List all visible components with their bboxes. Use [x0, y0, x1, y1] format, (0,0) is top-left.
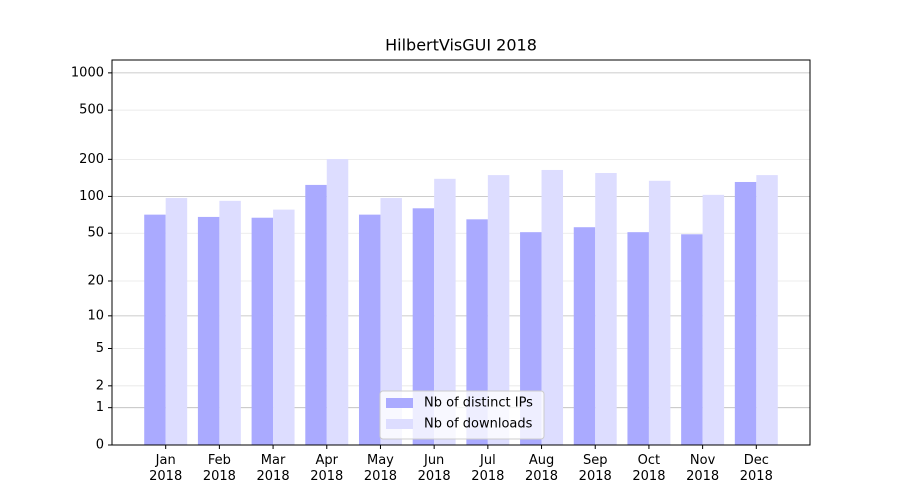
bar [273, 209, 295, 445]
bar [487, 175, 510, 445]
bar [305, 184, 327, 445]
x-tick-label: May 2018 [363, 453, 397, 484]
bar [358, 214, 381, 445]
y-tick-label: 1000 [71, 65, 104, 80]
x-tick-label: Dec 2018 [739, 453, 773, 484]
bar [681, 234, 703, 445]
bar [734, 181, 757, 445]
y-tick-label: 50 [87, 226, 104, 241]
y-tick-label: 200 [79, 152, 104, 167]
x-tick-label: Feb 2018 [202, 453, 236, 484]
x-tick-label: Jun 2018 [417, 453, 451, 484]
bar [380, 198, 402, 445]
y-tick-label: 1 [96, 400, 104, 415]
legend-box [379, 390, 545, 440]
bar [412, 208, 435, 445]
y-tick-label: 10 [87, 308, 104, 323]
bar [595, 172, 617, 445]
x-tick-label: Mar 2018 [256, 453, 290, 484]
bar [756, 175, 778, 445]
x-tick-label: Apr 2018 [310, 453, 344, 484]
x-tick-label: Oct 2018 [632, 453, 666, 484]
bar [144, 214, 166, 445]
y-tick-label: 20 [87, 274, 104, 289]
x-tick-label: Sep 2018 [578, 453, 612, 484]
y-tick-label: 5 [96, 341, 104, 356]
bar [219, 200, 241, 445]
x-tick-label: Nov 2018 [686, 453, 720, 484]
bar [197, 216, 220, 445]
bar [702, 194, 725, 445]
legend-swatch [386, 398, 413, 408]
legend-label: Nb of downloads [424, 417, 533, 432]
bar [165, 198, 188, 445]
plot-frame [111, 59, 811, 446]
x-tick-label: Aug 2018 [524, 453, 559, 484]
y-tick-label: 2 [96, 378, 104, 393]
bar [648, 180, 671, 445]
legend-label: Nb of distinct IPs [424, 396, 533, 411]
bar [573, 227, 596, 445]
bar [627, 232, 649, 445]
bar [251, 217, 274, 445]
y-tick-label: 0 [96, 438, 104, 453]
x-tick-label: Jul 2018 [471, 453, 505, 484]
y-tick-label: 500 [79, 103, 104, 118]
bar [326, 159, 349, 445]
chart-title: HilbertVisGUI 2018 [385, 36, 537, 55]
legend-swatch [386, 419, 413, 429]
bar [541, 169, 564, 446]
y-tick-label: 100 [79, 189, 104, 204]
bar [434, 178, 456, 446]
x-tick-label: Jan 2018 [149, 453, 183, 484]
bar [466, 219, 488, 445]
